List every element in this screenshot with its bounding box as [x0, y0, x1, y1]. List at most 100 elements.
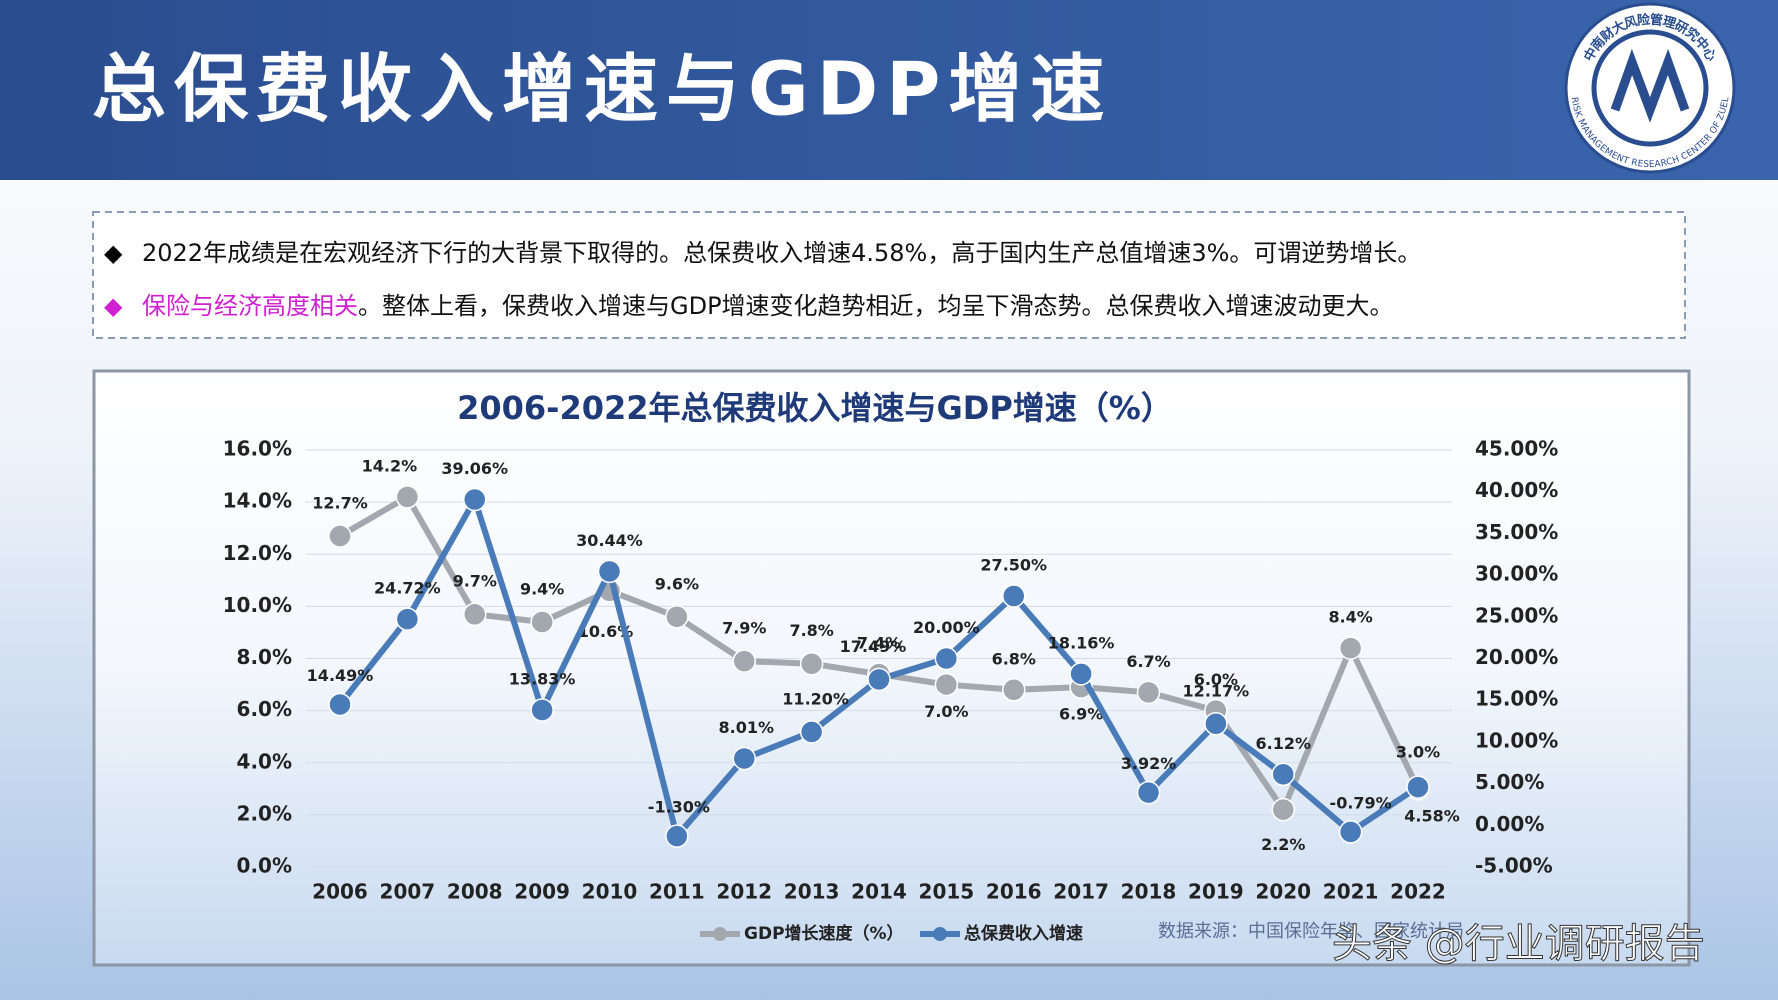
data-point: [1204, 712, 1228, 736]
data-label: 4.58%: [1404, 807, 1460, 826]
x-tick-label: 2012: [716, 880, 772, 904]
data-label: 12.17%: [1183, 681, 1250, 700]
x-tick-label: 2018: [1121, 880, 1177, 904]
legend-label: GDP增长速度（%）: [744, 923, 904, 944]
data-label: 9.7%: [453, 572, 497, 591]
data-point: [732, 746, 756, 771]
x-tick-label: 2007: [380, 880, 436, 904]
x-tick-label: 2009: [514, 880, 570, 904]
y2-tick-label: 10.00%: [1475, 728, 1558, 752]
y2-tick-label: 5.00%: [1475, 770, 1544, 794]
x-tick-label: 2016: [986, 880, 1042, 904]
bullet-text: 2022年成绩是在宏观经济下行的大背景下取得的。总保费收入增速4.58%，高于国…: [142, 239, 1421, 267]
y2-tick-label: 40.00%: [1475, 478, 1558, 502]
data-point: [1002, 678, 1026, 702]
data-label: 7.9%: [722, 619, 766, 638]
legend-marker: [713, 927, 727, 941]
data-label: 18.16%: [1048, 633, 1115, 652]
data-point: [530, 698, 554, 722]
x-tick-label: 2019: [1188, 880, 1244, 904]
bullet-marker: ◆: [104, 292, 123, 320]
data-label: -0.79%: [1330, 793, 1392, 812]
data-label: 6.7%: [1126, 652, 1170, 671]
data-label: 9.4%: [520, 580, 564, 599]
data-label: 2.2%: [1261, 835, 1305, 854]
x-tick-label: 2010: [582, 880, 638, 904]
y2-tick-label: 45.00%: [1475, 437, 1558, 461]
y2-tick-label: -5.00%: [1475, 854, 1553, 878]
data-label: 7.0%: [924, 702, 968, 721]
legend-label: 总保费收入增速: [964, 923, 1083, 944]
data-point: [1069, 662, 1093, 686]
source-note: 数据来源：中国保险年鉴、国家统计局: [1158, 921, 1464, 942]
data-point: [1136, 680, 1161, 705]
data-point: [799, 651, 824, 676]
data-point: [1271, 762, 1295, 787]
bullet-text: 。整体上看，保费收入增速与GDP增速变化趋势相近，均呈下滑态势。总保费收入增速波…: [358, 292, 1394, 320]
plot: 0.0% 2.0% 4.0% 6.0% 8.0% 10.0% 12.0% 14.0% 16.0%…: [223, 437, 1559, 945]
y-tick-label: 14.0%: [223, 489, 292, 513]
logo: 中南财大风险管理研究中心 RISK MANAGEMENT RESEARCH CE…: [1564, 2, 1736, 174]
data-point: [1271, 797, 1295, 822]
x-tick-label: 2022: [1390, 880, 1446, 904]
data-label: 17.49%: [840, 637, 907, 656]
data-label: 7.4%: [857, 634, 901, 653]
data-point: [463, 487, 487, 512]
y-tick-label: 12.0%: [223, 541, 292, 565]
data-label: 3.0%: [1396, 742, 1440, 761]
data-point: [395, 485, 420, 509]
data-label: 7.8%: [789, 621, 833, 640]
data-label: 6.0%: [1194, 670, 1238, 689]
data-point: [1406, 775, 1430, 799]
y-tick-label: 16.0%: [223, 437, 292, 461]
data-label: 6.8%: [992, 649, 1036, 668]
data-label: 24.72%: [374, 579, 441, 598]
x-tick-label: 2006: [312, 880, 368, 904]
data-point: [732, 649, 756, 673]
data-point: [665, 824, 689, 848]
data-label: 6.9%: [1059, 705, 1103, 724]
data-label: 12.7%: [312, 494, 368, 513]
y2-tick-label: 25.00%: [1475, 603, 1558, 627]
x-tick-label: 2013: [784, 880, 840, 904]
data-point: [934, 672, 959, 697]
bullet-highlight: 保险与经济高度相关: [142, 292, 358, 320]
y-tick-label: 8.0%: [237, 645, 292, 669]
chart-title: 2006-2022年总保费收入增速与GDP增速（%）: [457, 389, 1173, 427]
data-label: 10.6%: [578, 622, 634, 641]
data-point: [328, 692, 352, 717]
logo-inner: [1591, 29, 1709, 147]
data-label: 6.12%: [1255, 734, 1311, 753]
watermark: 头条 @行业调研报告: [1332, 921, 1705, 967]
logo-mark: [1610, 48, 1690, 123]
data-label: 8.4%: [1328, 608, 1372, 627]
data-label: 30.44%: [576, 531, 643, 550]
data-point: [395, 607, 420, 631]
data-label: 14.2%: [362, 456, 418, 475]
x-tick-label: 2015: [919, 880, 975, 904]
data-point: [1136, 780, 1161, 805]
data-label: 3.92%: [1121, 754, 1177, 773]
header-band: [0, 0, 1778, 180]
data-label: 20.00%: [913, 618, 980, 637]
data-point: [530, 610, 554, 634]
y2-tick-label: 35.00%: [1475, 520, 1558, 544]
data-point: [799, 720, 824, 744]
x-tick-label: 2011: [649, 880, 705, 904]
x-tick-label: 2021: [1323, 880, 1379, 904]
y2-tick-label: 15.00%: [1475, 687, 1558, 711]
data-point: [1002, 584, 1026, 608]
y2-tick-label: 20.00%: [1475, 645, 1558, 669]
data-point: [867, 667, 891, 692]
data-point: [665, 605, 689, 629]
data-label: 39.06%: [441, 459, 508, 478]
data-label: 11.20%: [782, 689, 849, 708]
data-point: [597, 559, 622, 584]
x-tick-label: 2014: [851, 880, 907, 904]
data-point: [328, 524, 352, 548]
y2-tick-label: 30.00%: [1475, 562, 1558, 586]
chart-panel: [92, 369, 1691, 967]
data-label: 13.83%: [509, 669, 576, 688]
